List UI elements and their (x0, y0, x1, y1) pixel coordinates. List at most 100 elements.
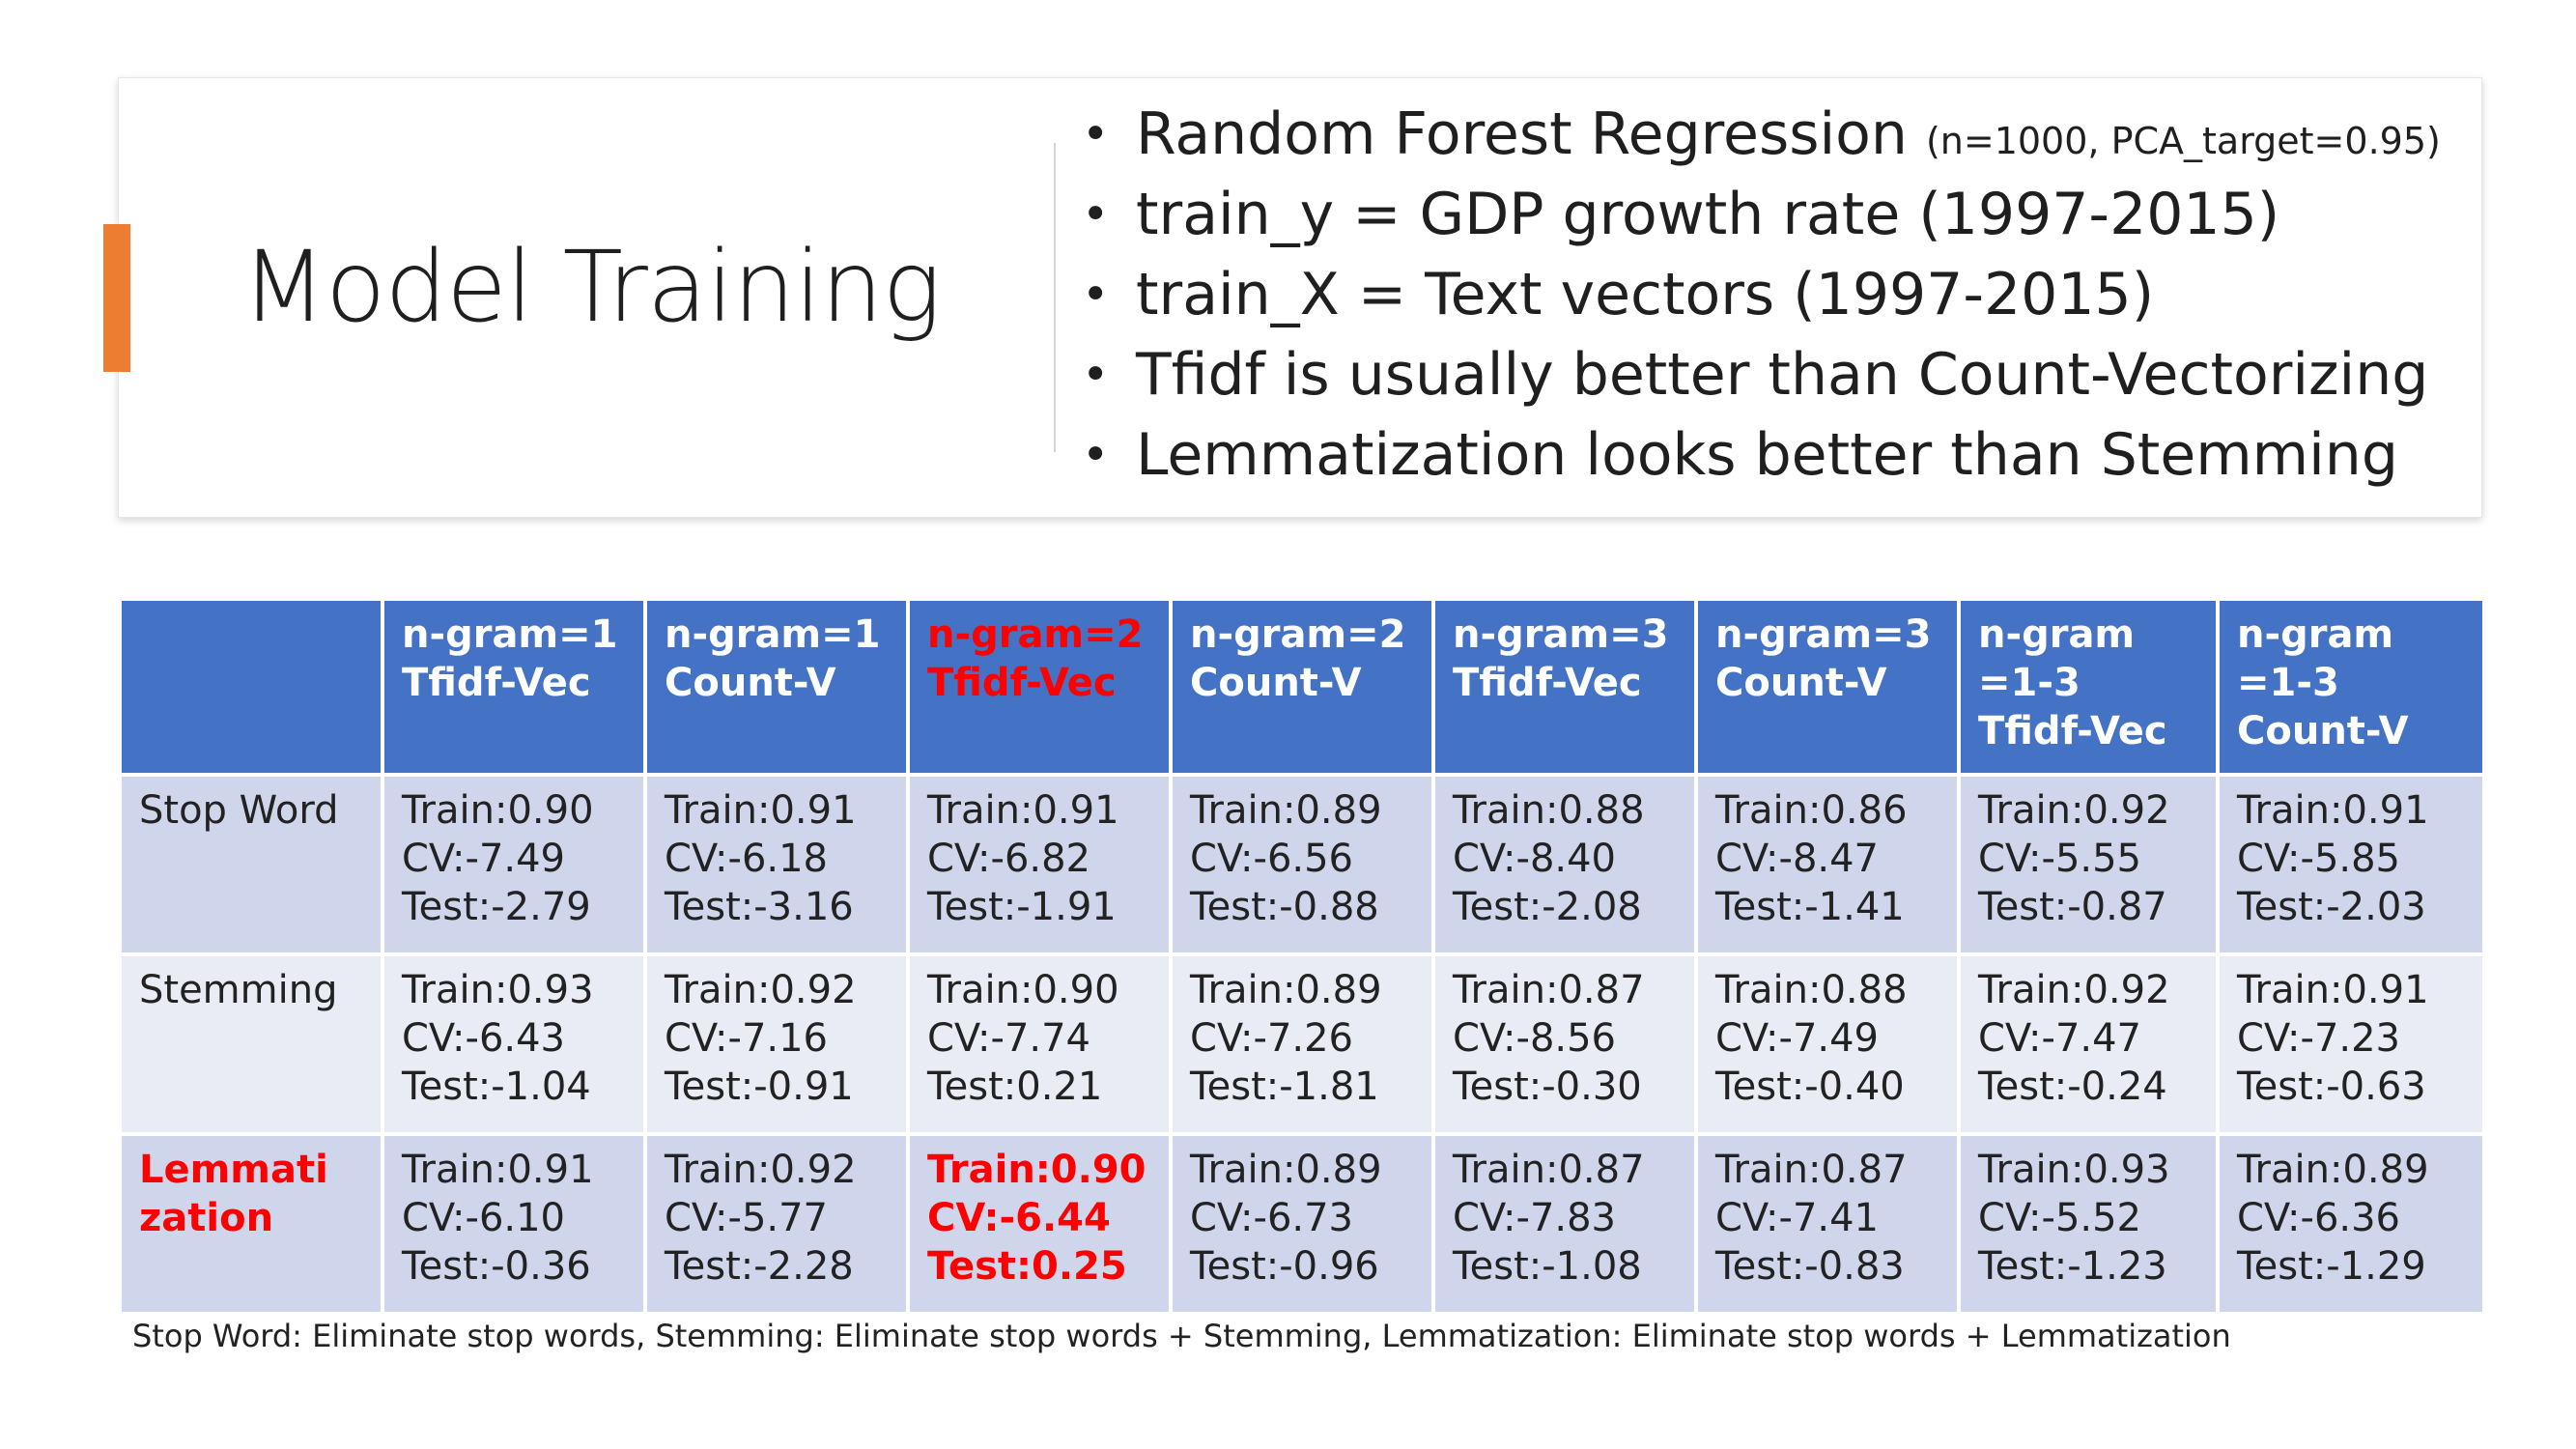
cell-value: CV:-5.85 (2237, 837, 2401, 881)
cell-value: Train:0.89 (2237, 1148, 2429, 1192)
cell-value: Test:-1.29 (2237, 1244, 2426, 1289)
column-header: n-gram=1 Count-V (643, 597, 910, 777)
table-cell: Train:0.93 CV:-5.52 Test:-1.23 (1957, 1132, 2220, 1316)
table-cell: Train:0.93 CV:-6.43 Test:-1.04 (381, 952, 647, 1136)
cell-value: Test:-1.08 (1453, 1244, 1642, 1289)
cell-value: CV:-6.43 (402, 1016, 566, 1061)
cell-value: Test:-0.40 (1715, 1065, 1905, 1109)
bullet-text: Random Forest Regression (1136, 100, 1908, 168)
table-cell: Train:0.87 CV:-8.56 Test:-0.30 (1431, 952, 1698, 1136)
table-cell: Train:0.87 CV:-7.41 Test:-0.83 (1694, 1132, 1961, 1316)
column-header-line: Count-V (1715, 661, 1887, 705)
cell-value: CV:-5.55 (1978, 837, 2142, 881)
results-table: n-gram=1 Tfidf-Vec n-gram=1 Count-V n-gram=2… (118, 597, 2486, 1316)
table-cell: Train:0.90 CV:-6.44 Test:0.25 (906, 1132, 1173, 1316)
bullet-item: • Random Forest Regression (n=1000, PCA_t… (1082, 95, 2441, 175)
cell-value: Train:0.92 (665, 1148, 857, 1192)
table-cell: Train:0.92 CV:-5.77 Test:-2.28 (643, 1132, 910, 1316)
column-header: n-gram=2 Tfidf-Vec (906, 597, 1173, 777)
cell-value: Train:0.87 (1453, 968, 1645, 1012)
cell-value: Train:0.93 (1978, 1148, 2170, 1192)
header-corner-cell (118, 597, 384, 777)
table-cell: Train:0.88 CV:-8.40 Test:-2.08 (1431, 773, 1698, 956)
cell-value: Train:0.91 (2237, 788, 2429, 833)
bullet-item: • train_X = Text vectors (1997-2015) (1082, 255, 2441, 335)
table-cell: Train:0.91 CV:-6.10 Test:-0.36 (381, 1132, 647, 1316)
table-row: Stemming Train:0.93 CV:-6.43 Test:-1.04 Trai… (118, 952, 2486, 1136)
cell-value: CV:-8.40 (1453, 837, 1617, 881)
cell-value: CV:-6.10 (402, 1196, 566, 1240)
row-label: Lemmati zation (118, 1132, 384, 1316)
column-header-line: =1-3 (1978, 661, 2081, 705)
bullet-dot-icon: • (1082, 107, 1110, 161)
column-header-line: Count-V (2237, 709, 2409, 753)
cell-value: Train:0.87 (1453, 1148, 1645, 1192)
row-label-line: Lemmati (139, 1148, 328, 1192)
cell-value: Train:0.92 (665, 968, 857, 1012)
bullet-text: Lemmatization looks better than Stemming (1136, 421, 2398, 489)
cell-value: CV:-6.36 (2237, 1196, 2401, 1240)
cell-value: CV:-7.49 (1715, 1016, 1880, 1061)
table-cell: Train:0.91 CV:-5.85 Test:-2.03 (2216, 773, 2486, 956)
table-cell: Train:0.90 CV:-7.49 Test:-2.79 (381, 773, 647, 956)
cell-value: Train:0.88 (1715, 968, 1908, 1012)
cell-value: Train:0.91 (2237, 968, 2429, 1012)
cell-value: Test:-0.83 (1715, 1244, 1905, 1289)
table-cell: Train:0.89 CV:-7.26 Test:-1.81 (1169, 952, 1435, 1136)
column-header-line: Tfidf-Vec (402, 661, 591, 705)
bullet-dot-icon: • (1082, 428, 1110, 482)
cell-value: Test:-0.63 (2237, 1065, 2426, 1109)
column-header-line: Tfidf-Vec (1453, 661, 1642, 705)
cell-value: CV:-6.44 (927, 1196, 1111, 1240)
cell-value: Train:0.91 (665, 788, 857, 833)
slide-title: Model Training (241, 230, 942, 345)
column-header-line: n-gram=2 (1190, 612, 1406, 657)
table-cell: Train:0.91 CV:-6.18 Test:-3.16 (643, 773, 910, 956)
cell-value: CV:-7.47 (1978, 1016, 2142, 1061)
cell-value: Test:-2.03 (2237, 885, 2426, 929)
bullet-dot-icon: • (1082, 187, 1110, 242)
cell-value: Train:0.93 (402, 968, 594, 1012)
table-cell: Train:0.92 CV:-7.47 Test:-0.24 (1957, 952, 2220, 1136)
cell-value: CV:-7.16 (665, 1016, 829, 1061)
column-header-line: n-gram (1978, 612, 2136, 657)
cell-value: Train:0.89 (1190, 788, 1382, 833)
cell-value: Train:0.87 (1715, 1148, 1908, 1192)
row-label: Stemming (118, 952, 384, 1136)
column-header-line: Count-V (665, 661, 836, 705)
bullet-note: (n=1000, PCA_target=0.95) (1925, 120, 2441, 162)
cell-value: Test:-1.91 (927, 885, 1117, 929)
cell-value: Train:0.89 (1190, 968, 1382, 1012)
table-cell: Train:0.92 CV:-7.16 Test:-0.91 (643, 952, 910, 1136)
cell-value: Train:0.92 (1978, 788, 2170, 833)
table-row: Lemmati zation Train:0.91 CV:-6.10 Test:-0.3… (118, 1132, 2486, 1316)
cell-value: Test:-0.96 (1190, 1244, 1379, 1289)
cell-value: CV:-5.52 (1978, 1196, 2142, 1240)
cell-value: Test:0.25 (927, 1244, 1127, 1289)
cell-value: Train:0.86 (1715, 788, 1908, 833)
column-header-line: =1-3 (2237, 661, 2339, 705)
table-cell: Train:0.89 CV:-6.56 Test:-0.88 (1169, 773, 1435, 956)
cell-value: Train:0.88 (1453, 788, 1645, 833)
table-cell: Train:0.90 CV:-7.74 Test:0.21 (906, 952, 1173, 1136)
row-label-line: Stemming (139, 968, 338, 1012)
cell-value: Test:-3.16 (665, 885, 854, 929)
column-header-line: Count-V (1190, 661, 1362, 705)
cell-value: CV:-6.56 (1190, 837, 1354, 881)
column-header: n-gram =1-3 Tfidf-Vec (1957, 597, 2220, 777)
cell-value: Test:-1.23 (1978, 1244, 2167, 1289)
cell-value: Test:-0.36 (402, 1244, 591, 1289)
table-cell: Train:0.86 CV:-8.47 Test:-1.41 (1694, 773, 1961, 956)
bullet-item: • train_y = GDP growth rate (1997-2015) (1082, 175, 2441, 255)
column-header-line: n-gram=1 (665, 612, 881, 657)
cell-value: Test:-1.04 (402, 1065, 591, 1109)
cell-value: Test:-0.30 (1453, 1065, 1642, 1109)
cell-value: CV:-8.47 (1715, 837, 1880, 881)
column-header: n-gram=3 Count-V (1694, 597, 1961, 777)
cell-value: CV:-8.56 (1453, 1016, 1617, 1061)
table-cell: Train:0.89 CV:-6.36 Test:-1.29 (2216, 1132, 2486, 1316)
bullet-text: Tfidf is usually better than Count-Vecto… (1136, 341, 2429, 409)
bullet-text: train_X = Text vectors (1997-2015) (1136, 261, 2155, 328)
table-header-row: n-gram=1 Tfidf-Vec n-gram=1 Count-V n-gram=2… (118, 597, 2486, 777)
table-cell: Train:0.89 CV:-6.73 Test:-0.96 (1169, 1132, 1435, 1316)
